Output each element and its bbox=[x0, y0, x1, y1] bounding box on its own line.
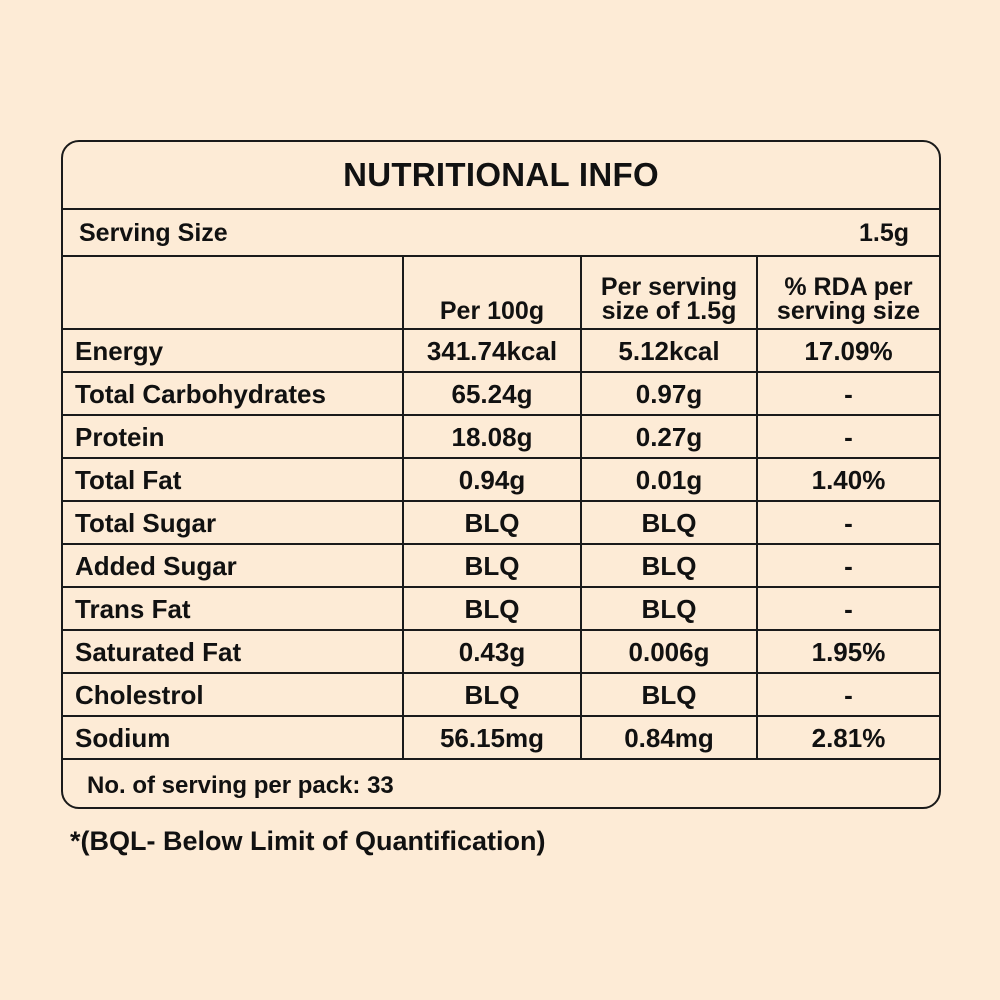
cell-rda: 2.81% bbox=[756, 715, 939, 760]
table-row: Trans Fat BLQ BLQ - bbox=[63, 586, 939, 631]
cell-per100: 65.24g bbox=[402, 371, 582, 416]
cell-name: Total Carbohydrates bbox=[63, 371, 404, 416]
cell-name: Added Sugar bbox=[63, 543, 404, 588]
table-row: Protein 18.08g 0.27g - bbox=[63, 414, 939, 459]
cell-per-serving: 0.84mg bbox=[580, 715, 758, 760]
cell-per-serving: BLQ bbox=[580, 500, 758, 545]
cell-per100: 56.15mg bbox=[402, 715, 582, 760]
footnote: *(BQL- Below Limit of Quantification) bbox=[70, 826, 546, 856]
cell-rda: - bbox=[756, 672, 939, 717]
cell-per-serving: 0.97g bbox=[580, 371, 758, 416]
cell-per-serving: BLQ bbox=[580, 543, 758, 588]
header-per-100g: Per 100g bbox=[402, 257, 582, 330]
table-header: Per 100g Per serving size of 1.5g % RDA p… bbox=[63, 257, 939, 330]
cell-rda: 17.09% bbox=[756, 328, 939, 373]
cell-per100: BLQ bbox=[402, 500, 582, 545]
cell-rda: 1.95% bbox=[756, 629, 939, 674]
cell-name: Total Sugar bbox=[63, 500, 404, 545]
cell-name: Protein bbox=[63, 414, 404, 459]
cell-per-serving: 0.27g bbox=[580, 414, 758, 459]
cell-per-serving: BLQ bbox=[580, 672, 758, 717]
cell-per100: BLQ bbox=[402, 543, 582, 588]
cell-per-serving: 0.006g bbox=[580, 629, 758, 674]
cell-name: Trans Fat bbox=[63, 586, 404, 631]
serving-size-label: Serving Size bbox=[79, 219, 228, 247]
table-row: Added Sugar BLQ BLQ - bbox=[63, 543, 939, 588]
cell-per-serving: 0.01g bbox=[580, 457, 758, 502]
table-row: Total Fat 0.94g 0.01g 1.40% bbox=[63, 457, 939, 502]
table-row: Sodium 56.15mg 0.84mg 2.81% bbox=[63, 715, 939, 760]
table-row: Total Sugar BLQ BLQ - bbox=[63, 500, 939, 545]
cell-per100: 0.43g bbox=[402, 629, 582, 674]
cell-per100: BLQ bbox=[402, 586, 582, 631]
cell-name: Energy bbox=[63, 328, 404, 373]
nutrition-panel: NUTRITIONAL INFO Serving Size 1.5g Per 1… bbox=[61, 140, 941, 809]
header-nutrient bbox=[63, 257, 404, 330]
cell-name: Total Fat bbox=[63, 457, 404, 502]
header-rda: % RDA per serving size bbox=[756, 257, 939, 330]
cell-name: Saturated Fat bbox=[63, 629, 404, 674]
cell-name: Sodium bbox=[63, 715, 404, 760]
cell-per100: 18.08g bbox=[402, 414, 582, 459]
serving-size-value: 1.5g bbox=[858, 219, 909, 247]
cell-rda: - bbox=[756, 371, 939, 416]
cell-name: Cholestrol bbox=[63, 672, 404, 717]
cell-per-serving: BLQ bbox=[580, 586, 758, 631]
nutrition-table: Per 100g Per serving size of 1.5g % RDA p… bbox=[63, 257, 939, 760]
table-row: Cholestrol BLQ BLQ - bbox=[63, 672, 939, 717]
cell-per100: BLQ bbox=[402, 672, 582, 717]
table-row: Energy 341.74kcal 5.12kcal 17.09% bbox=[63, 328, 939, 373]
serving-size-row: Serving Size 1.5g bbox=[63, 210, 939, 257]
cell-per100: 341.74kcal bbox=[402, 328, 582, 373]
servings-per-pack: No. of serving per pack: 33 bbox=[87, 772, 394, 799]
panel-title: NUTRITIONAL INFO bbox=[63, 142, 939, 210]
cell-rda: - bbox=[756, 586, 939, 631]
cell-rda: - bbox=[756, 414, 939, 459]
cell-rda: - bbox=[756, 543, 939, 588]
table-row: Saturated Fat 0.43g 0.006g 1.95% bbox=[63, 629, 939, 674]
table-row: Total Carbohydrates 65.24g 0.97g - bbox=[63, 371, 939, 416]
cell-rda: - bbox=[756, 500, 939, 545]
cell-per100: 0.94g bbox=[402, 457, 582, 502]
cell-per-serving: 5.12kcal bbox=[580, 328, 758, 373]
header-per-serving: Per serving size of 1.5g bbox=[580, 257, 758, 330]
cell-rda: 1.40% bbox=[756, 457, 939, 502]
